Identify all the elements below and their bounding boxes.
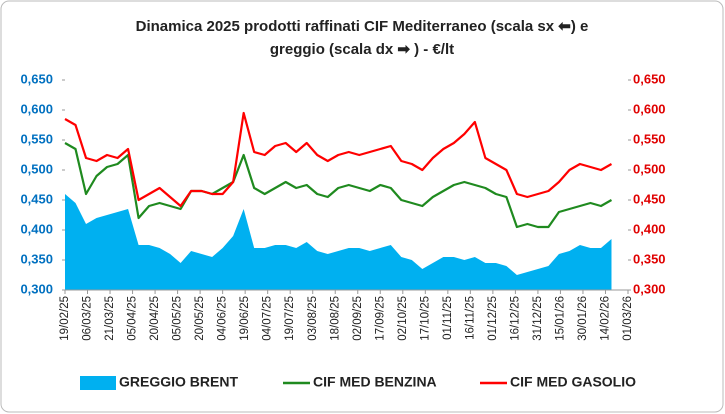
y-tick-label: 0,550 (20, 131, 53, 146)
x-tick-label: 19/07/25 (284, 296, 296, 341)
y2-tick-label: 0,550 (633, 131, 666, 146)
area (65, 194, 612, 290)
y2-tick-label: 0,350 (633, 251, 666, 266)
y2-tick-label: 0,500 (633, 161, 666, 176)
x-tick-label: 05/04/25 (127, 296, 139, 341)
x-tick-label: 02/10/25 (397, 296, 409, 341)
y-tick-label: 0,300 (20, 281, 53, 296)
x-tick-label: 04/07/25 (262, 296, 274, 341)
x-tick-label: 14/02/26 (600, 296, 612, 341)
y2-tick-label: 0,300 (633, 281, 666, 296)
line (64, 111, 613, 208)
x-tick-label: 17/10/25 (419, 296, 431, 341)
x-tick-label: 04/06/25 (217, 296, 229, 341)
legend-label: GREGGIO BRENT (119, 374, 238, 390)
x-tick-label: 30/01/26 (577, 296, 589, 341)
x-tick-label: 03/08/25 (307, 296, 319, 341)
y-tick-label: 0,600 (20, 101, 53, 116)
y2-tick-label: 0,450 (633, 191, 666, 206)
x-tick-label: 21/03/25 (104, 296, 116, 341)
legend-swatch (80, 376, 116, 390)
x-tick-label: 06/03/25 (82, 296, 94, 341)
y2-tick-label: 0,400 (633, 221, 666, 236)
legend-label: CIF MED GASOLIO (510, 374, 636, 390)
x-tick-label: 15/01/26 (554, 296, 566, 341)
x-tick-label: 02/09/25 (352, 296, 364, 341)
x-tick-label: 31/12/25 (532, 296, 544, 341)
x-tick-label: 17/09/25 (374, 296, 386, 341)
x-tick-label: 20/04/25 (149, 296, 161, 341)
chart-title: greggio (scala dx ➡ ) - €/lt (270, 41, 454, 58)
y-tick-label: 0,450 (20, 191, 53, 206)
y2-tick-label: 0,600 (633, 101, 666, 116)
x-tick-label: 01/03/26 (622, 296, 634, 341)
y-tick-label: 0,350 (20, 251, 53, 266)
x-tick-label: 01/11/25 (442, 296, 454, 340)
x-tick-label: 16/11/25 (464, 296, 476, 340)
y2-tick-label: 0,650 (633, 71, 666, 86)
x-tick-label: 19/06/25 (239, 296, 251, 341)
y-tick-label: 0,500 (20, 161, 53, 176)
x-tick-label: 18/08/25 (329, 296, 341, 341)
line (64, 142, 613, 229)
x-tick-label: 16/12/25 (509, 296, 521, 341)
x-tick-label: 01/12/25 (487, 296, 499, 341)
legend-label: CIF MED BENZINA (313, 374, 437, 390)
x-tick-label: 19/02/25 (59, 296, 71, 341)
y-tick-label: 0,400 (20, 221, 53, 236)
x-tick-label: 20/05/25 (194, 296, 206, 341)
x-tick-label: 05/05/25 (172, 296, 184, 341)
chart-title: Dinamica 2025 prodotti raffinati CIF Med… (136, 18, 589, 35)
y-tick-label: 0,650 (20, 71, 53, 86)
